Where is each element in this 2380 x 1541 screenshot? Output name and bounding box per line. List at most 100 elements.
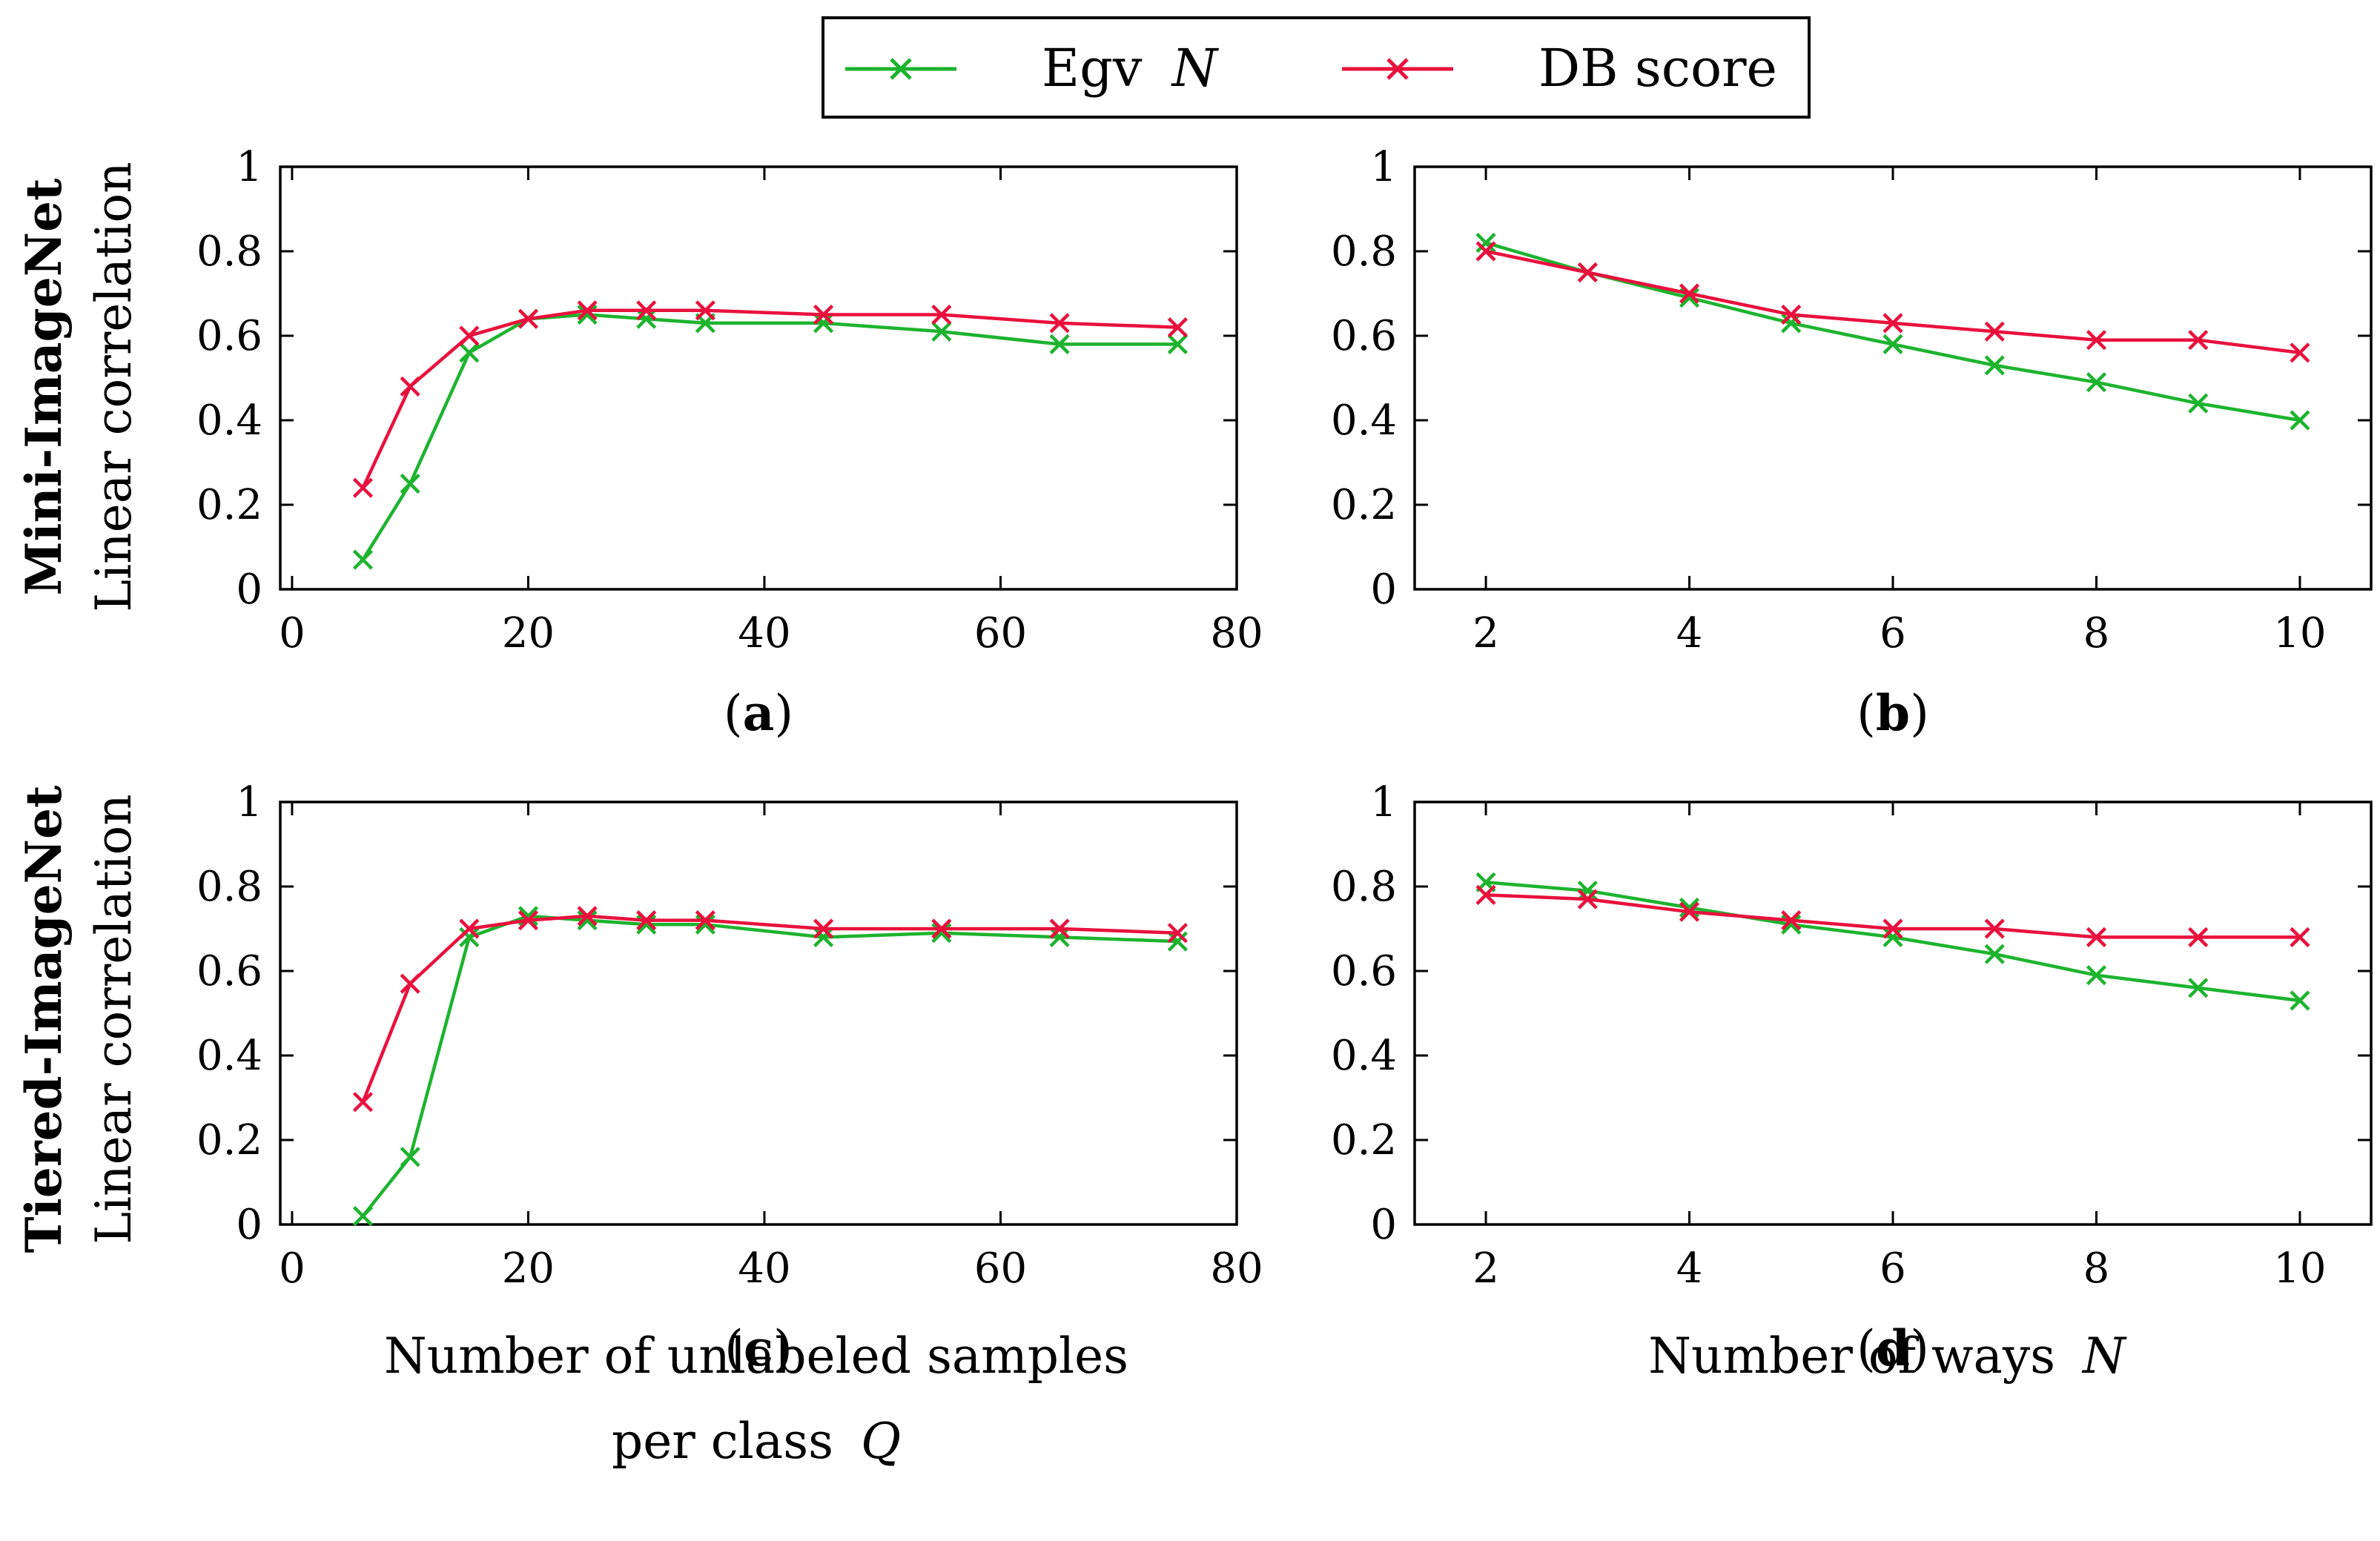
x-tick-label-a: 20 — [502, 609, 555, 657]
data-point-egv-c — [459, 927, 480, 947]
panel-label-close-paren: ) — [1910, 1320, 1929, 1377]
x-tick-label-a: 60 — [974, 609, 1027, 657]
data-point-db-a — [1167, 317, 1188, 338]
data-point-db-b — [1781, 304, 1802, 325]
x-tick-label-c: 20 — [502, 1245, 555, 1293]
y-tick-label-c: 0 — [236, 1201, 262, 1249]
data-point-db-a — [518, 308, 539, 329]
panel-label-close-paren: ) — [1910, 685, 1929, 742]
data-point-egv-d — [1577, 881, 1598, 901]
data-point-egv-c — [577, 910, 598, 931]
data-point-db-d — [1781, 910, 1802, 931]
y-tick-label-b: 0 — [1370, 566, 1397, 614]
x-axis-title-right: Number of ways N — [1648, 1328, 2127, 1385]
data-point-db-a — [636, 300, 657, 321]
y-tick-label-d: 0.8 — [1331, 863, 1397, 911]
legend-label-egv-italic: N — [1171, 38, 1220, 99]
panel-label-letter: d — [1876, 1319, 1910, 1377]
data-point-egv-c — [695, 914, 715, 935]
data-point-db-a — [931, 304, 952, 325]
y-tick-label-b: 0.8 — [1331, 228, 1397, 276]
legend-box — [822, 16, 1811, 119]
data-point-db-d — [1984, 918, 2005, 939]
x-tick-label-a: 80 — [1210, 609, 1263, 657]
y-tick-label-b: 0.6 — [1331, 312, 1397, 360]
x-tick-label-a: 0 — [279, 609, 305, 657]
data-point-db-c — [518, 910, 539, 931]
y-tick-label-b: 0.2 — [1331, 481, 1397, 529]
legend-label-egv-text: Egv — [1042, 38, 1143, 99]
row-label-ylabel-mini: Linear correlation — [85, 162, 142, 612]
data-point-egv-a — [813, 313, 834, 334]
data-point-egv-a — [459, 342, 480, 363]
series-line-db-a — [361, 308, 1178, 489]
y-tick-label-c: 0.8 — [196, 863, 262, 911]
panel-label-a: (a) — [724, 684, 793, 742]
data-point-db-c — [577, 906, 598, 927]
data-point-egv-b — [1882, 334, 1903, 354]
data-point-egv-b — [1984, 355, 2005, 376]
data-point-egv-a — [577, 304, 598, 325]
data-point-egv-a — [636, 308, 657, 329]
y-tick-label-c: 0.2 — [196, 1116, 262, 1164]
data-point-db-a — [459, 325, 480, 346]
y-tick-label-c: 1 — [236, 778, 262, 826]
data-point-egv-d — [2086, 965, 2107, 986]
data-point-db-c — [1049, 918, 1070, 939]
x-tick-label-c: 60 — [974, 1245, 1027, 1293]
legend-label-db: DB score — [1538, 38, 1777, 99]
legend-swatch-marker-egv — [890, 58, 912, 80]
legend-entry-egv: Egv N — [845, 38, 1220, 99]
y-tick-label-d: 1 — [1370, 778, 1397, 826]
x-tick-label-b: 4 — [1676, 609, 1703, 657]
data-point-egv-b — [1475, 233, 1496, 253]
row-label-dataset-tiered: Tiered-ImageNet — [15, 785, 73, 1253]
data-point-egv-d — [1984, 944, 2005, 964]
data-point-egv-b — [2086, 372, 2107, 393]
y-tick-label-a: 0 — [236, 566, 262, 614]
x-tick-label-d: 4 — [1676, 1245, 1703, 1293]
data-point-egv-d — [2188, 978, 2209, 998]
y-tick-label-b: 1 — [1370, 143, 1397, 191]
data-point-egv-c — [931, 923, 952, 944]
series-line-db-b — [1485, 249, 2301, 355]
data-point-egv-d — [1882, 927, 1903, 947]
x-tick-label-c: 80 — [1210, 1245, 1263, 1293]
data-point-db-b — [1984, 321, 2005, 342]
panel-label-close-paren: ) — [773, 1320, 793, 1377]
x-tick-label-b: 10 — [2273, 609, 2326, 657]
data-point-db-d — [2290, 927, 2310, 947]
data-point-egv-b — [2188, 393, 2209, 414]
data-point-db-b — [2290, 342, 2310, 363]
panel-label-letter: c — [744, 1319, 773, 1377]
data-point-egv-c — [352, 1206, 374, 1227]
legend-label-egv: Egv N — [1042, 38, 1220, 99]
series-line-egv-b — [1485, 241, 2301, 422]
panel-label-letter: b — [1876, 684, 1910, 742]
x-tick-label-a: 40 — [738, 609, 790, 657]
x-tick-label-b: 2 — [1472, 609, 1499, 657]
x-tick-label-c: 40 — [738, 1245, 790, 1293]
y-tick-label-d: 0.2 — [1331, 1116, 1397, 1164]
plot-frame-c — [279, 801, 1238, 1226]
data-point-db-c — [400, 973, 420, 994]
panel-label-open-paren: ( — [1857, 685, 1876, 742]
x-axis-title-left-line1: Number of unlabeled samples — [384, 1328, 1128, 1385]
data-point-db-c — [695, 910, 715, 931]
data-point-db-a — [577, 300, 598, 321]
data-point-db-d — [1882, 918, 1903, 939]
data-point-egv-c — [813, 927, 834, 947]
data-point-db-d — [1577, 889, 1598, 909]
x-tick-label-d: 10 — [2273, 1245, 2326, 1293]
data-point-egv-a — [931, 321, 952, 342]
data-point-egv-a — [1049, 334, 1070, 354]
panel-label-open-paren: ( — [1857, 1320, 1876, 1377]
data-point-db-c — [813, 918, 834, 939]
row-label-ylabel-tiered: Linear correlation — [85, 794, 142, 1245]
plot-frame-b — [1413, 165, 2373, 591]
y-tick-label-a: 0.2 — [196, 481, 262, 529]
series-line-egv-d — [1485, 881, 2301, 1003]
panel-label-letter: a — [743, 684, 775, 742]
data-point-db-b — [2086, 330, 2107, 351]
